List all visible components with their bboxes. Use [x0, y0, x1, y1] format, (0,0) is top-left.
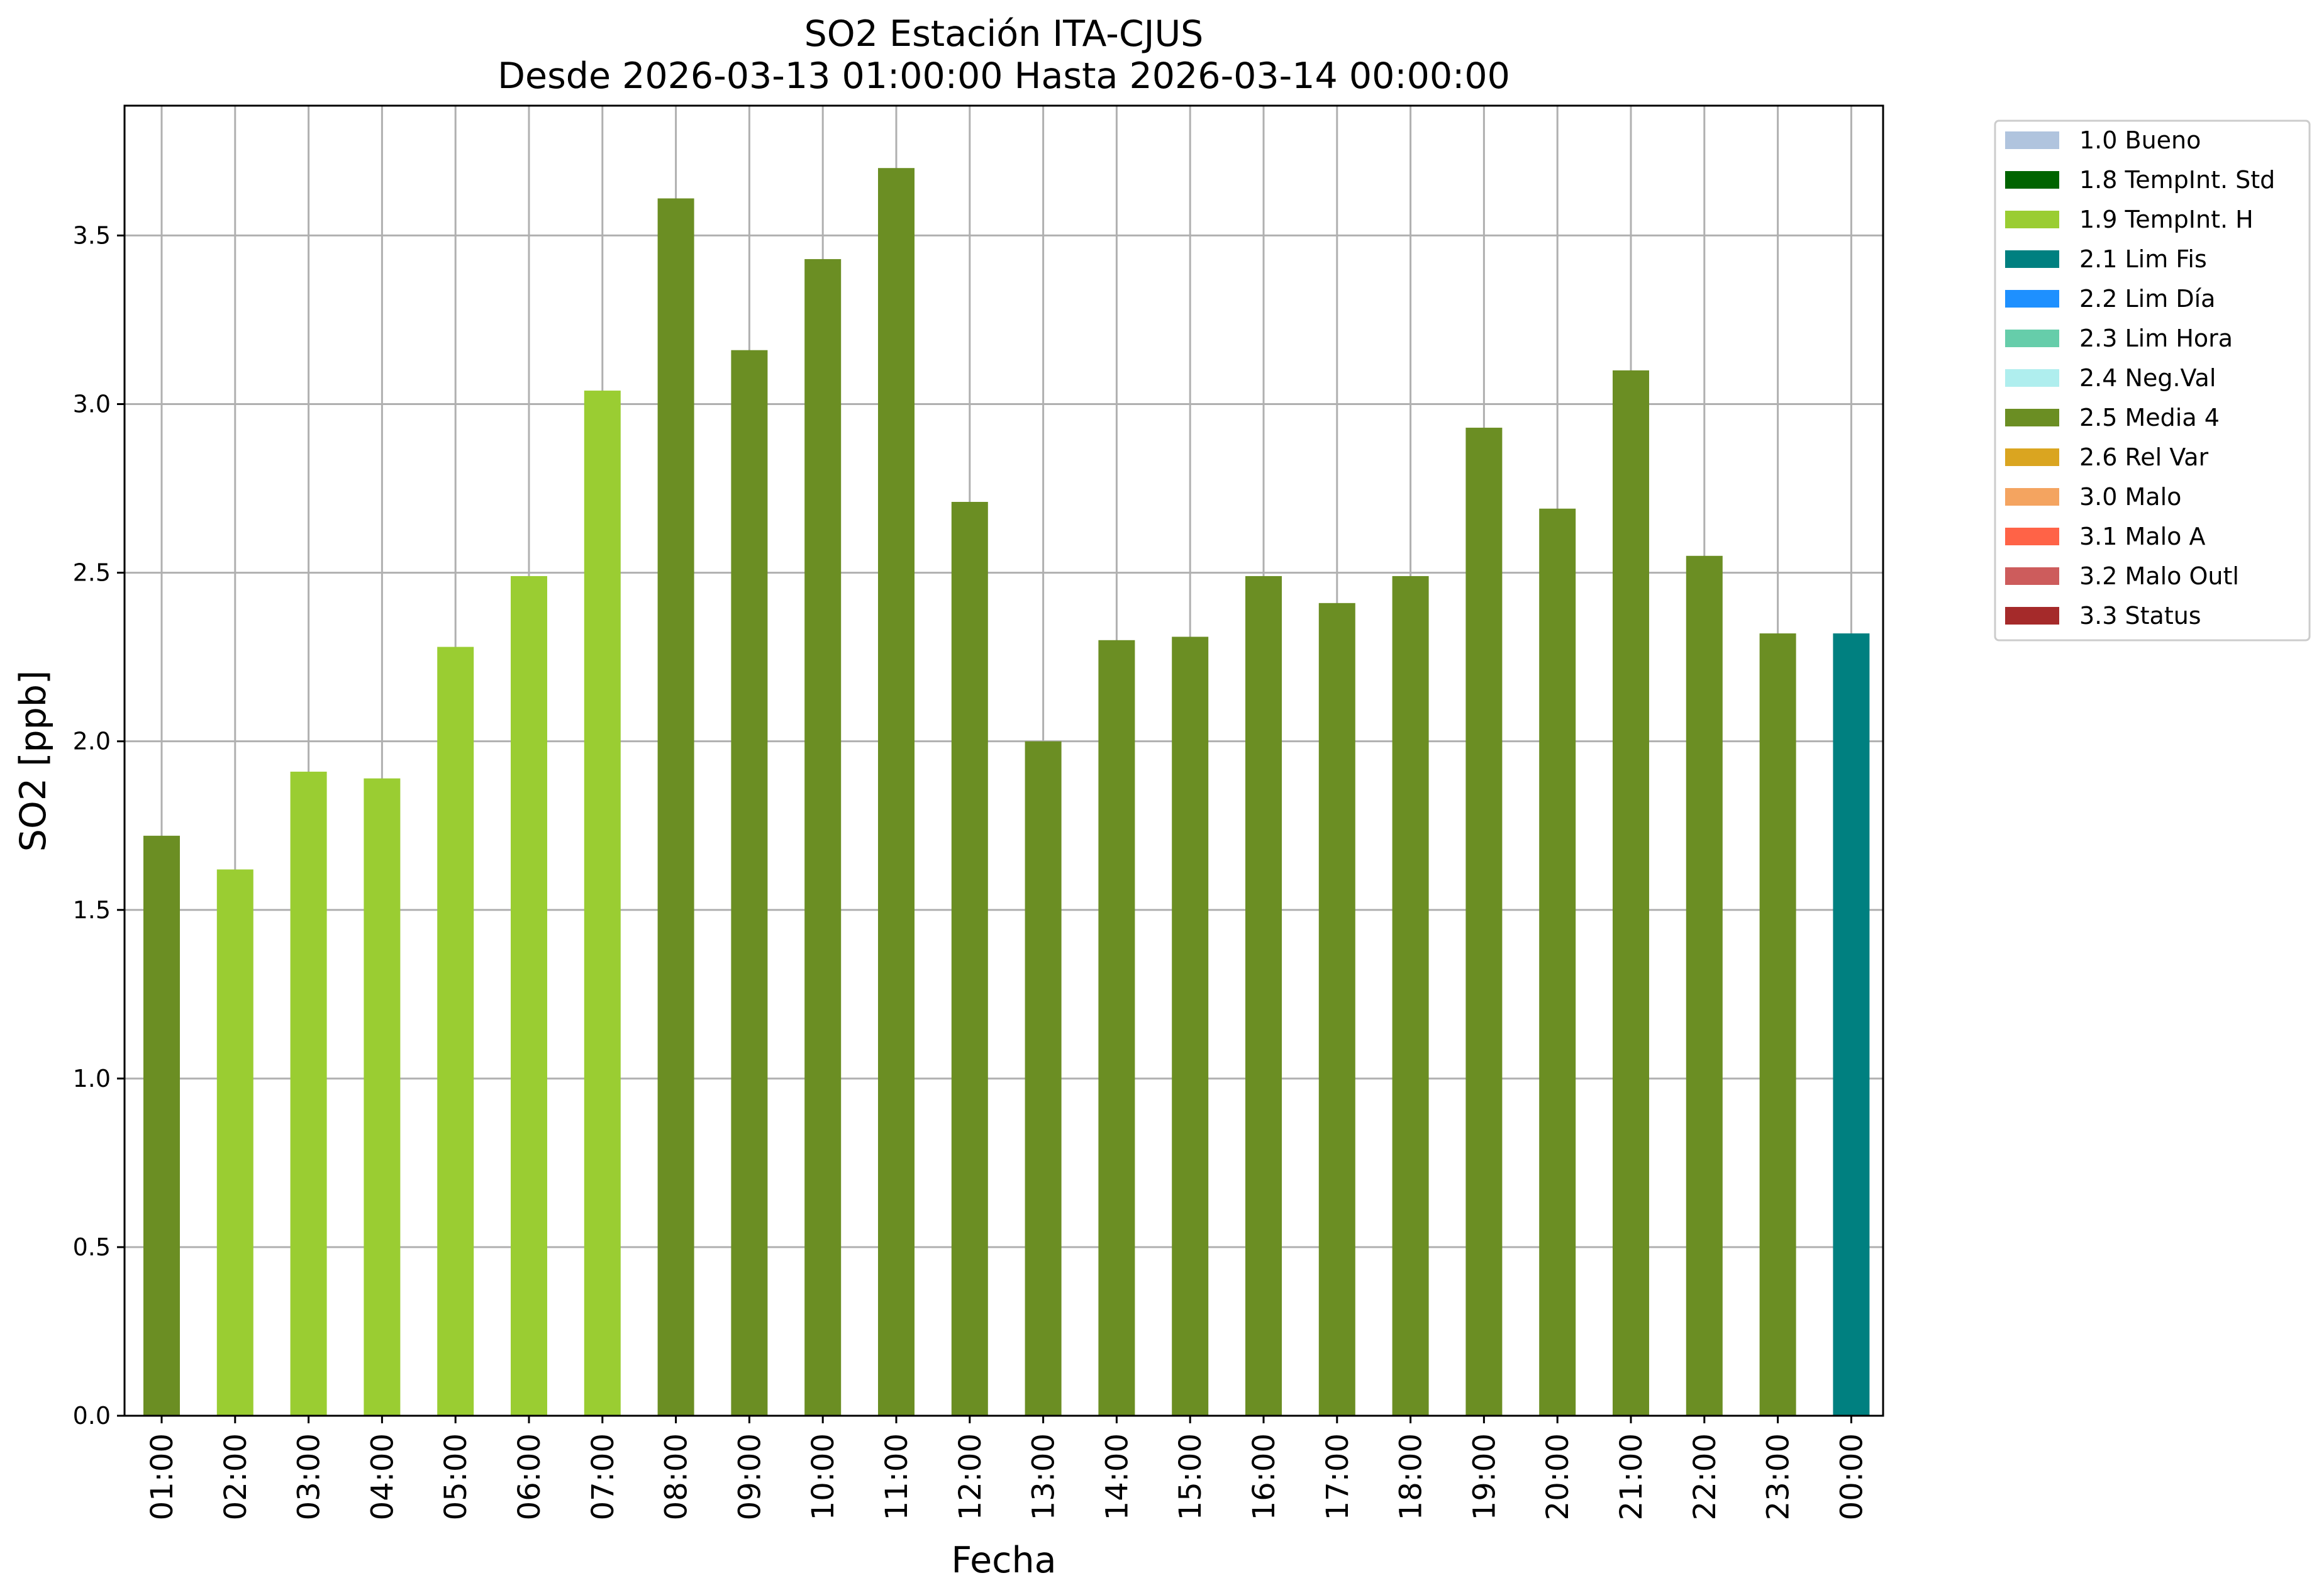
legend-label: 3.2 Malo Outl	[2079, 562, 2239, 590]
y-tick-label: 3.5	[73, 221, 111, 249]
x-tick-label: 21:00	[1614, 1433, 1649, 1520]
x-tick-label: 08:00	[659, 1433, 694, 1520]
legend-label: 3.1 Malo A	[2079, 523, 2205, 550]
chart-title: SO2 Estación ITA-CJUS	[804, 13, 1204, 55]
bar-2100	[1613, 370, 1649, 1416]
x-tick-label: 11:00	[879, 1433, 915, 1520]
legend-swatch	[2005, 290, 2059, 308]
legend-swatch	[2005, 448, 2059, 466]
bar-2000	[1539, 508, 1576, 1416]
bar-0800	[657, 198, 694, 1416]
bar-1300	[1025, 741, 1062, 1416]
bar-0900	[731, 350, 768, 1416]
x-tick-label: 00:00	[1834, 1433, 1869, 1520]
bar-0500	[437, 647, 474, 1416]
legend-swatch	[2005, 330, 2059, 347]
x-tick-label: 23:00	[1761, 1433, 1796, 1520]
legend-label: 1.0 Bueno	[2079, 126, 2201, 154]
bar-0700	[584, 391, 621, 1416]
legend-label: 2.3 Lim Hora	[2079, 325, 2233, 352]
legend-frame	[1994, 119, 2311, 642]
x-tick-label: 01:00	[145, 1433, 180, 1520]
legend-swatch	[2005, 488, 2059, 506]
x-tick-label: 13:00	[1026, 1433, 1062, 1520]
x-tick-label: 10:00	[806, 1433, 841, 1520]
bar-1500	[1172, 636, 1209, 1416]
bar-0000	[1833, 633, 1870, 1416]
x-tick-label: 06:00	[512, 1433, 547, 1520]
legend-label: 2.2 Lim Día	[2079, 285, 2215, 313]
bar-1200	[951, 501, 988, 1416]
bar-2200	[1686, 555, 1723, 1416]
legend-swatch	[2005, 409, 2059, 426]
x-tick-label: 04:00	[365, 1433, 400, 1520]
legend-swatch	[2005, 607, 2059, 625]
legend-swatch	[2005, 369, 2059, 387]
x-axis-label: Fecha	[951, 1540, 1056, 1581]
legend-swatch	[2005, 567, 2059, 585]
legend-label: 1.8 TempInt. Std	[2079, 166, 2275, 194]
legend-label: 3.0 Malo	[2079, 483, 2181, 511]
legend-swatch	[2005, 171, 2059, 189]
x-tick-label: 17:00	[1320, 1433, 1355, 1520]
y-tick-label: 0.5	[73, 1233, 111, 1261]
bar-1700	[1318, 603, 1355, 1416]
bars-group	[143, 168, 1870, 1416]
bar-1000	[804, 258, 842, 1416]
x-tick-label: 05:00	[438, 1433, 474, 1520]
x-tick-label: 14:00	[1099, 1433, 1135, 1520]
x-tick-label: 03:00	[292, 1433, 327, 1520]
bar-2300	[1759, 633, 1796, 1416]
y-tick-label: 3.0	[73, 391, 111, 418]
plot-area-frame	[123, 104, 1884, 1417]
x-tick-label: 20:00	[1540, 1433, 1576, 1520]
bar-0100	[143, 835, 180, 1416]
x-tick-label: 07:00	[586, 1433, 621, 1520]
y-tick-label: 1.5	[73, 896, 111, 924]
bar-1100	[878, 168, 915, 1416]
bar-1900	[1465, 428, 1503, 1416]
bar-1800	[1392, 575, 1429, 1416]
x-axis-ticks: 01:00 02:00 03:00 04:00 05:00 06:00 07:00 08:00…	[145, 1416, 1869, 1520]
bar-0300	[290, 771, 327, 1416]
bar-1400	[1098, 640, 1135, 1416]
x-tick-label: 15:00	[1173, 1433, 1208, 1520]
legend-label: 2.5 Media 4	[2079, 404, 2220, 431]
y-axis-label: SO2 [ppb]	[13, 670, 54, 852]
y-tick-label: 1.0	[73, 1065, 111, 1092]
x-tick-label: 09:00	[732, 1433, 767, 1520]
legend-label: 2.4 Neg.Val	[2079, 364, 2216, 392]
bar-0200	[216, 869, 253, 1416]
x-tick-label: 02:00	[218, 1433, 253, 1520]
legend-label: 2.6 Rel Var	[2079, 443, 2209, 471]
legend-label: 2.1 Lim Fis	[2079, 245, 2207, 273]
bar-1600	[1245, 575, 1282, 1416]
legend: 1.0 Bueno 1.8 TempInt. Std 1.9 TempInt. H 2…	[1994, 119, 2311, 642]
bar-0400	[364, 778, 401, 1416]
y-axis-ticks: 0.0 0.5 1.0 1.5 2.0 2.5 3.0 3.5	[73, 221, 125, 1430]
y-tick-label: 0.0	[73, 1402, 111, 1430]
chart-subtitle: Desde 2026-03-13 01:00:00 Hasta 2026-03-…	[498, 55, 1510, 97]
legend-swatch	[2005, 528, 2059, 545]
legend-swatch	[2005, 250, 2059, 268]
legend-swatch	[2005, 131, 2059, 149]
x-tick-label: 12:00	[953, 1433, 988, 1520]
x-tick-label: 22:00	[1687, 1433, 1723, 1520]
legend-label: 3.3 Status	[2079, 602, 2201, 630]
x-tick-label: 16:00	[1247, 1433, 1282, 1520]
legend-swatch	[2005, 211, 2059, 228]
x-tick-label: 19:00	[1467, 1433, 1502, 1520]
x-tick-label: 18:00	[1394, 1433, 1429, 1520]
legend-label: 1.9 TempInt. H	[2079, 206, 2254, 233]
bar-0600	[511, 575, 547, 1416]
y-tick-label: 2.5	[73, 559, 111, 587]
y-tick-label: 2.0	[73, 728, 111, 755]
